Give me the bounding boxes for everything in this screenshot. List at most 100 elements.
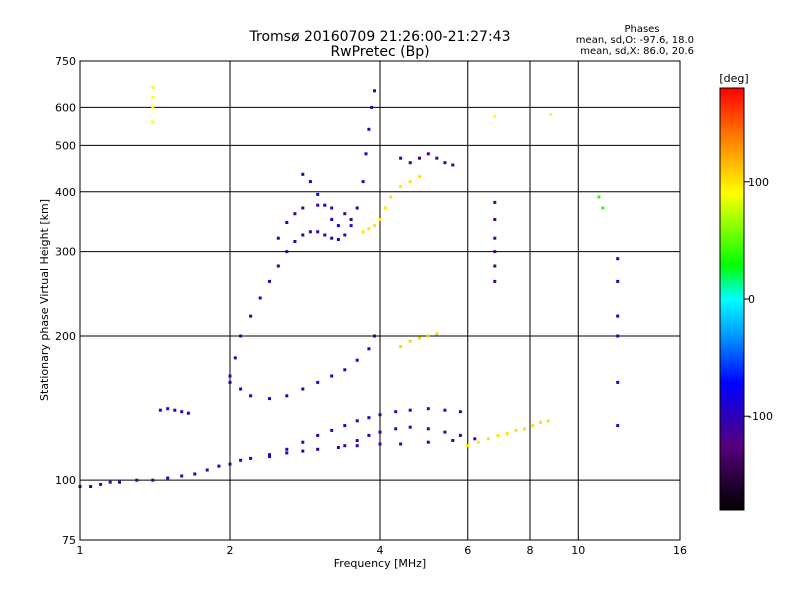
data-point — [249, 314, 253, 318]
x-tick-label: 10 — [571, 544, 585, 557]
data-point — [166, 476, 170, 480]
data-point — [435, 156, 439, 160]
data-point — [285, 394, 289, 398]
data-point — [239, 387, 243, 391]
data-point — [316, 192, 320, 196]
data-points — [78, 86, 620, 488]
chart-title: Tromsø 20160709 21:26:00-21:27:43 — [249, 29, 511, 45]
data-point — [367, 227, 371, 231]
data-point — [616, 257, 620, 261]
data-point — [451, 439, 455, 442]
data-point — [268, 453, 271, 457]
data-point — [316, 380, 320, 384]
data-point — [355, 206, 359, 210]
phases-o-stats: mean, sd,O: -97.6, 18.0 — [576, 35, 694, 46]
data-point — [616, 380, 620, 384]
x-axis-label: Frequency [MHz] — [334, 557, 426, 570]
data-point — [151, 120, 155, 124]
data-point — [435, 332, 439, 336]
x-tick-label: 6 — [464, 544, 471, 557]
data-point — [408, 425, 412, 429]
data-point — [228, 380, 232, 384]
data-point — [233, 356, 237, 360]
data-point — [389, 195, 393, 199]
data-point — [285, 221, 289, 224]
data-point — [217, 464, 221, 468]
data-point — [205, 468, 209, 472]
y-tick-label: 200 — [55, 330, 76, 343]
data-point — [343, 444, 347, 448]
data-point — [367, 416, 371, 420]
data-point — [361, 180, 365, 184]
data-point — [408, 180, 412, 184]
data-point — [514, 428, 518, 432]
colorbar-tick-label: 100 — [748, 176, 769, 189]
data-point — [349, 224, 353, 228]
data-point — [336, 446, 340, 449]
data-point — [343, 212, 347, 216]
data-point — [383, 206, 387, 210]
data-point — [443, 161, 447, 165]
data-point — [301, 233, 305, 237]
x-tick-label: 1 — [77, 544, 84, 557]
data-point — [151, 105, 155, 109]
y-tick-label: 300 — [55, 246, 76, 259]
data-point — [330, 236, 334, 240]
data-point — [89, 485, 93, 488]
data-point — [399, 156, 403, 160]
data-point — [285, 451, 289, 455]
data-point — [394, 410, 398, 414]
data-point — [418, 156, 421, 160]
data-point — [151, 95, 155, 99]
data-point — [330, 206, 334, 210]
data-point — [597, 195, 601, 199]
data-point — [316, 447, 320, 451]
data-point — [323, 203, 327, 207]
data-point — [378, 218, 382, 221]
data-point — [343, 424, 347, 428]
data-point — [355, 358, 359, 362]
y-tick-label: 75 — [62, 534, 76, 547]
data-point — [268, 279, 271, 283]
data-point — [399, 442, 403, 446]
data-point — [426, 427, 430, 431]
data-point — [531, 424, 535, 428]
data-point — [364, 152, 368, 156]
x-tick-label: 8 — [527, 544, 534, 557]
data-point — [173, 408, 177, 412]
data-point — [378, 430, 382, 434]
data-point — [367, 433, 371, 437]
y-tick-label: 100 — [55, 474, 76, 487]
data-point — [239, 334, 243, 338]
x-tick-label: 16 — [673, 544, 687, 557]
data-point — [523, 427, 526, 431]
data-point — [343, 368, 347, 372]
data-point — [316, 203, 320, 207]
data-point — [370, 105, 374, 109]
colorbar — [719, 87, 745, 511]
x-tick-labels: 1 2 4 6 8 10 16 — [77, 544, 688, 557]
data-point — [616, 424, 620, 428]
data-point — [443, 408, 447, 412]
data-point — [616, 334, 620, 338]
y-axis-label: Stationary phase Virtual Height [km] — [38, 199, 51, 401]
data-point — [466, 444, 470, 448]
data-point — [285, 250, 289, 254]
data-point — [180, 474, 184, 478]
data-point — [308, 180, 312, 184]
data-point — [151, 86, 155, 90]
data-point — [228, 374, 232, 378]
data-point — [493, 218, 497, 221]
data-point — [443, 430, 447, 434]
data-point — [193, 472, 197, 476]
data-point — [285, 447, 289, 451]
y-tick-label: 400 — [55, 186, 76, 199]
y-tick-label: 600 — [55, 101, 76, 114]
data-point — [349, 218, 353, 221]
colorbar-ticks: 100 0 -100 — [744, 176, 773, 423]
data-point — [336, 238, 340, 241]
data-point — [186, 411, 190, 415]
data-point — [323, 233, 327, 237]
data-point — [301, 387, 305, 391]
